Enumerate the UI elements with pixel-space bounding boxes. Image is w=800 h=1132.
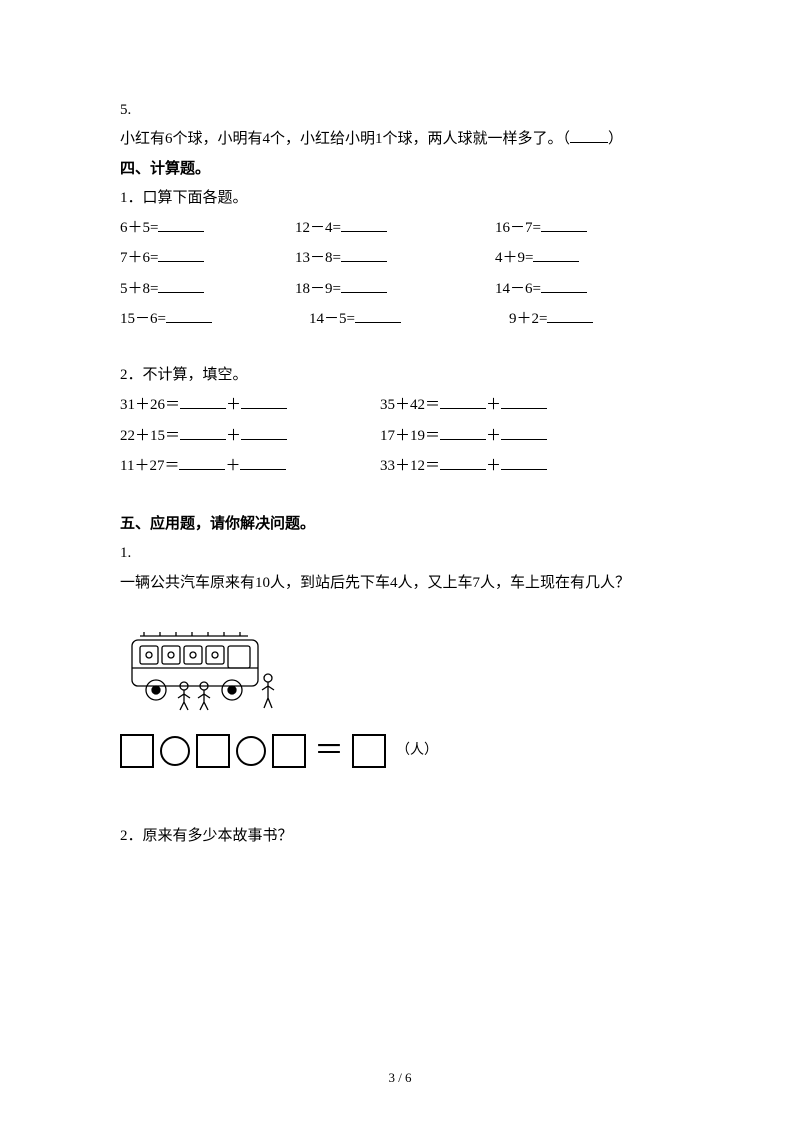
calc-r4-a-blank[interactable]	[166, 307, 212, 323]
calc-r2-c-blank[interactable]	[533, 246, 579, 262]
fill-r2-b: 17＋19＝	[380, 428, 440, 444]
bus-illustration	[120, 624, 685, 712]
q5-number: 5.	[120, 96, 685, 125]
section4-title: 四、计算题。	[120, 155, 685, 184]
equation-line: ＝ （人）	[120, 722, 685, 781]
fill-r3-b: 33＋12＝	[380, 458, 440, 474]
plus-4: ＋	[486, 428, 501, 444]
q5-text-a: 小红有6个球，小明有4个，小红给小明1个球，两人球就一样多了。（	[120, 131, 570, 147]
fill-r1-a: 31＋26＝	[120, 397, 180, 413]
calc-row-1: 6＋5= 12－4= 16－7=	[120, 214, 685, 243]
fill-r3-a-blank1[interactable]	[179, 454, 225, 470]
fill-r2-b-blank2[interactable]	[501, 424, 547, 440]
eq-box-4[interactable]	[352, 734, 386, 768]
calc-r1-a-blank[interactable]	[158, 216, 204, 232]
calc-r2-b-blank[interactable]	[341, 246, 387, 262]
s5-q1-num: 1.	[120, 539, 685, 568]
eq-box-3[interactable]	[272, 734, 306, 768]
calc-r4-b: 14－5=	[309, 311, 355, 327]
calc-r4-a: 15－6=	[120, 311, 166, 327]
page-footer: 3 / 6	[0, 1065, 800, 1090]
page: 5. 小红有6个球，小明有4个，小红给小明1个球，两人球就一样多了。（ ） 四、计…	[0, 0, 800, 1132]
eq-box-1[interactable]	[120, 734, 154, 768]
fill-r1-b-blank1[interactable]	[440, 393, 486, 409]
fill-r2-a-blank2[interactable]	[241, 424, 287, 440]
eq-box-2[interactable]	[196, 734, 230, 768]
fill-row-3: 11＋27＝ ＋ 33＋12＝ ＋	[120, 452, 685, 481]
plus-6: ＋	[486, 458, 501, 474]
eq-op-1[interactable]	[160, 736, 190, 766]
plus-5: ＋	[225, 458, 240, 474]
calc-r2-c: 4＋9=	[495, 250, 533, 266]
s4-q2-title: 2．不计算，填空。	[120, 361, 685, 390]
calc-r2-a: 7＋6=	[120, 250, 158, 266]
calc-r4-b-blank[interactable]	[355, 307, 401, 323]
s5-q1-text: 一辆公共汽车原来有10人，到站后先下车4人，又上车7人，车上现在有几人？	[120, 569, 685, 598]
q5-blank[interactable]	[570, 127, 608, 143]
eq-op-2[interactable]	[236, 736, 266, 766]
fill-r2-a-blank1[interactable]	[180, 424, 226, 440]
plus-3: ＋	[226, 428, 241, 444]
fill-r2-a: 22＋15＝	[120, 428, 180, 444]
calc-r1-c-blank[interactable]	[541, 216, 587, 232]
fill-r1-b-blank2[interactable]	[501, 393, 547, 409]
calc-r3-a: 5＋8=	[120, 281, 158, 297]
fill-r3-a-blank2[interactable]	[240, 454, 286, 470]
calc-row-4: 15－6= 14－5= 9＋2=	[120, 305, 685, 334]
calc-r1-a: 6＋5=	[120, 220, 158, 236]
fill-r1-a-blank1[interactable]	[180, 393, 226, 409]
calc-r2-b: 13－8=	[295, 250, 341, 266]
s5-q2-text: 2．原来有多少本故事书？	[120, 822, 685, 851]
spacer-1	[120, 335, 685, 361]
calc-r3-a-blank[interactable]	[158, 277, 204, 293]
fill-r3-b-blank1[interactable]	[440, 454, 486, 470]
section5-title: 五、应用题，请你解决问题。	[120, 510, 685, 539]
spacer-4	[120, 802, 685, 822]
plus-2: ＋	[486, 397, 501, 413]
calc-r3-b-blank[interactable]	[341, 277, 387, 293]
spacer-3	[120, 598, 685, 616]
calc-r1-b: 12－4=	[295, 220, 341, 236]
calc-row-3: 5＋8= 18－9= 14－6=	[120, 275, 685, 304]
fill-r3-b-blank2[interactable]	[501, 454, 547, 470]
calc-r4-c: 9＋2=	[509, 311, 547, 327]
fill-row-2: 22＋15＝ ＋ 17＋19＝ ＋	[120, 422, 685, 451]
unit-people: （人）	[392, 737, 438, 764]
fill-r1-a-blank2[interactable]	[241, 393, 287, 409]
spacer-2	[120, 482, 685, 510]
fill-r2-b-blank1[interactable]	[440, 424, 486, 440]
q5-text-b: ）	[608, 131, 623, 147]
calc-row-2: 7＋6= 13－8= 4＋9=	[120, 244, 685, 273]
calc-r3-c-blank[interactable]	[541, 277, 587, 293]
plus-1: ＋	[226, 397, 241, 413]
calc-r3-b: 18－9=	[295, 281, 341, 297]
bus-icon	[120, 624, 280, 712]
calc-r2-a-blank[interactable]	[158, 246, 204, 262]
fill-r1-b: 35＋42＝	[380, 397, 440, 413]
calc-r1-c: 16－7=	[495, 220, 541, 236]
s4-q1-title: 1．口算下面各题。	[120, 184, 685, 213]
equals-sign: ＝	[312, 722, 346, 781]
fill-row-1: 31＋26＝ ＋ 35＋42＝ ＋	[120, 391, 685, 420]
calc-r1-b-blank[interactable]	[341, 216, 387, 232]
calc-r3-c: 14－6=	[495, 281, 541, 297]
calc-r4-c-blank[interactable]	[547, 307, 593, 323]
q5-line: 小红有6个球，小明有4个，小红给小明1个球，两人球就一样多了。（ ）	[120, 125, 685, 154]
fill-r3-a: 11＋27＝	[120, 458, 179, 474]
